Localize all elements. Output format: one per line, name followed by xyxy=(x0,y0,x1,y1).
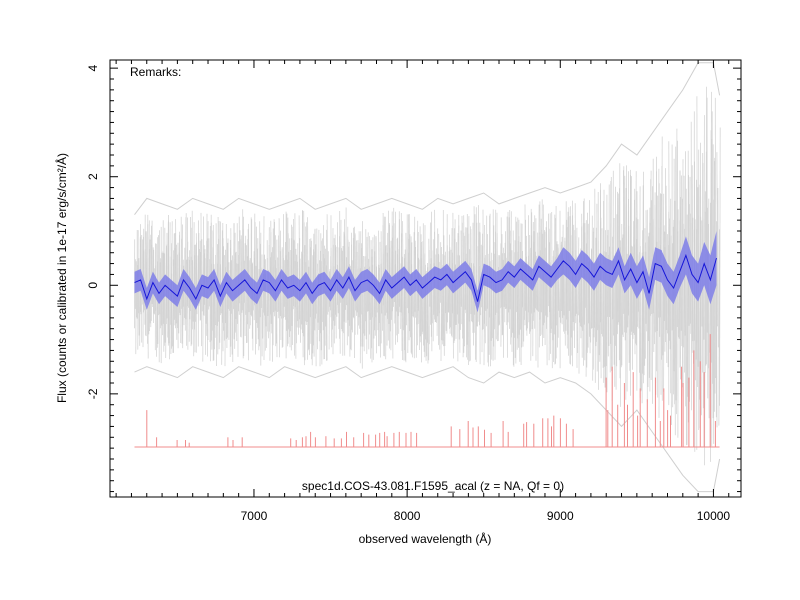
raw-trace-stroke xyxy=(567,217,569,356)
x-tick-label: 9000 xyxy=(547,509,574,523)
raw-trace-stroke xyxy=(363,255,365,352)
remarks-label: Remarks: xyxy=(130,65,181,79)
raw-trace-stroke xyxy=(512,230,515,367)
flux-line xyxy=(134,253,717,302)
raw-trace-stroke xyxy=(314,229,316,319)
raw-trace-stroke xyxy=(703,115,705,340)
raw-trace-stroke xyxy=(555,218,557,359)
raw-trace-stroke xyxy=(612,170,614,320)
flux-error-band xyxy=(134,231,717,313)
raw-trace-stroke xyxy=(623,166,625,333)
raw-trace-stroke xyxy=(287,259,289,344)
raw-trace-stroke xyxy=(636,191,638,327)
raw-trace-stroke xyxy=(479,232,482,316)
raw-trace-stroke xyxy=(518,236,521,362)
raw-trace-stroke xyxy=(481,233,483,353)
raw-trace-stroke xyxy=(218,220,221,343)
sky-spectrum-layer xyxy=(134,334,720,448)
raw-trace-stroke xyxy=(434,209,436,323)
raw-trace-stroke xyxy=(311,255,314,366)
raw-trace-stroke xyxy=(344,234,346,310)
y-axis-title: Flux (counts or calibrated in 1e-17 erg/… xyxy=(54,153,69,403)
x-axis-title: observed wavelength (Å) xyxy=(359,531,492,546)
raw-trace-stroke xyxy=(556,241,558,348)
raw-trace-stroke xyxy=(212,224,215,361)
raw-trace-stroke xyxy=(380,231,383,314)
raw-trace-stroke xyxy=(265,259,267,327)
raw-trace-stroke xyxy=(298,215,301,320)
raw-upper-envelope xyxy=(134,62,721,216)
x-tick-label: 7000 xyxy=(241,509,268,523)
raw-trace-stroke xyxy=(716,152,718,327)
raw-trace-stroke xyxy=(174,232,176,329)
spectrum-id-label: spec1d.COS-43.081.F1595_acal (z = NA, Qf… xyxy=(302,479,564,493)
y-tick-label: 0 xyxy=(86,282,100,289)
raw-trace-stroke xyxy=(175,219,177,324)
raw-trace-stroke xyxy=(581,213,583,358)
raw-trace-stroke xyxy=(696,96,698,388)
raw-trace-stroke xyxy=(719,127,721,406)
y-tick-label: -2 xyxy=(86,388,100,399)
raw-trace-stroke xyxy=(231,260,233,355)
raw-trace-stroke xyxy=(595,237,597,342)
raw-trace-stroke xyxy=(326,214,329,315)
raw-trace-stroke xyxy=(408,214,411,332)
raw-trace-stroke xyxy=(682,198,684,397)
raw-trace-stroke xyxy=(566,219,568,349)
raw-trace-stroke xyxy=(140,224,142,315)
raw-trace-stroke xyxy=(600,183,602,379)
raw-trace-stroke xyxy=(246,245,248,343)
raw-trace-stroke xyxy=(718,229,720,426)
raw-trace-stroke xyxy=(529,247,532,332)
raw-trace-stroke xyxy=(670,235,672,426)
raw-trace-stroke xyxy=(179,231,181,316)
raw-trace-stroke xyxy=(394,211,396,324)
raw-trace-stroke xyxy=(627,171,629,328)
raw-trace-stroke xyxy=(356,240,358,313)
x-tick-label: 8000 xyxy=(394,509,421,523)
raw-trace-stroke xyxy=(226,242,228,349)
smoothed-flux-layer xyxy=(134,231,717,313)
plot-frame xyxy=(109,59,742,498)
raw-trace-stroke xyxy=(378,230,380,324)
raw-lower-envelope xyxy=(134,366,721,493)
raw-trace-stroke xyxy=(551,211,553,369)
raw-trace-stroke xyxy=(546,221,548,366)
raw-trace-stroke xyxy=(691,165,694,342)
x-tick-label: 10000 xyxy=(697,509,731,523)
y-tick-label: 2 xyxy=(86,173,100,180)
raw-trace-stroke xyxy=(263,216,265,313)
raw-trace-stroke xyxy=(148,220,150,335)
raw-trace-stroke xyxy=(663,225,665,392)
raw-trace-stroke xyxy=(361,247,363,369)
raw-trace-stroke xyxy=(293,239,295,356)
y-tick-label: 4 xyxy=(86,64,100,71)
tick-layer: 7000 8000 9000 10000 -2 0 2 4 xyxy=(86,60,741,523)
raw-trace-stroke xyxy=(524,204,526,311)
raw-trace-stroke xyxy=(602,200,604,368)
raw-trace-stroke xyxy=(700,179,702,416)
raw-trace-stroke xyxy=(165,245,167,359)
raw-trace-stroke xyxy=(604,230,606,388)
raw-trace-stroke xyxy=(335,247,337,339)
raw-trace-stroke xyxy=(668,141,670,341)
